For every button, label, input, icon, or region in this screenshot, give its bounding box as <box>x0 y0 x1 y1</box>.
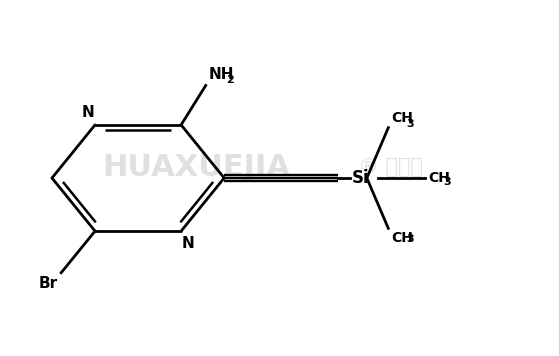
Text: CH: CH <box>428 171 450 185</box>
Text: N: N <box>81 105 94 120</box>
Text: 3: 3 <box>407 234 414 244</box>
Text: HUAXUEJIA: HUAXUEJIA <box>102 153 291 182</box>
Text: N: N <box>182 236 195 251</box>
Text: ® 化学加: ® 化学加 <box>358 157 423 178</box>
Text: 3: 3 <box>407 119 414 129</box>
Text: CH: CH <box>391 111 413 125</box>
Text: 3: 3 <box>444 177 451 187</box>
Text: 2: 2 <box>226 75 234 85</box>
Text: Br: Br <box>39 276 58 291</box>
Text: NH: NH <box>209 67 234 82</box>
Text: Si: Si <box>352 169 369 187</box>
Text: CH: CH <box>391 231 413 245</box>
